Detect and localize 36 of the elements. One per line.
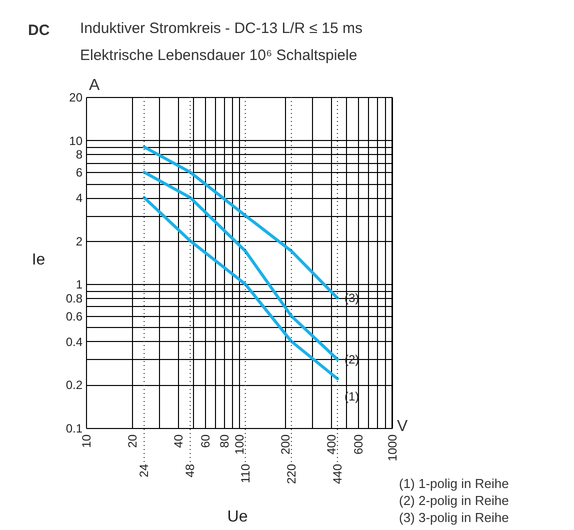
y-tick-label: 1 [76, 278, 83, 292]
y-tick-label: 0.2 [66, 378, 83, 392]
text: (1) 1-polig in Reihe [399, 476, 509, 491]
y-tick-label: 8 [76, 148, 83, 162]
x-tick-label: 1000 [386, 434, 400, 462]
text: (2) 2-polig in Reihe [399, 493, 509, 508]
text: (3) 3-polig in Reihe [399, 510, 509, 525]
y-axis-title: Ie [32, 252, 46, 268]
x-tick-label: 100 [232, 434, 246, 455]
x-tick-label: 200 [278, 434, 293, 455]
x-tick-label: 80 [218, 434, 232, 448]
x-tick-label: 400 [324, 434, 339, 455]
y-tick-label: 20 [69, 90, 83, 104]
y-tick-label: 10 [69, 134, 83, 148]
y-tick-label: 6 [76, 166, 83, 180]
chart-title: Induktiver Stromkreis - DC-13 L/R ≤ 15 ms [80, 20, 362, 37]
ref-line-label: 440 [330, 464, 344, 484]
y-tick-label: 0.6 [66, 310, 83, 324]
x-axis-title: Ue [227, 508, 248, 526]
x-tick-label: 40 [172, 434, 186, 448]
x-tick-label: 600 [352, 434, 366, 455]
x-tick-label: 20 [126, 434, 140, 448]
ref-line-label: 48 [183, 464, 198, 478]
x-tick-label: 60 [198, 434, 213, 448]
ref-line-label: 220 [284, 464, 298, 484]
y-tick-label: 0.1 [66, 422, 83, 436]
text: DC [28, 22, 50, 39]
y-tick-label: 2 [76, 234, 83, 248]
y-tick-label: 0.4 [66, 334, 83, 349]
chart-subtitle: Elektrische Lebensdauer 10⁶ Schaltspiele [80, 47, 358, 64]
ref-line-label: 24 [137, 464, 152, 478]
y-tick-label: 4 [76, 191, 83, 206]
ref-line-label: 110 [238, 464, 252, 484]
text: A [89, 77, 100, 94]
text: V [397, 418, 408, 435]
y-tick-label: 0.8 [66, 292, 83, 306]
